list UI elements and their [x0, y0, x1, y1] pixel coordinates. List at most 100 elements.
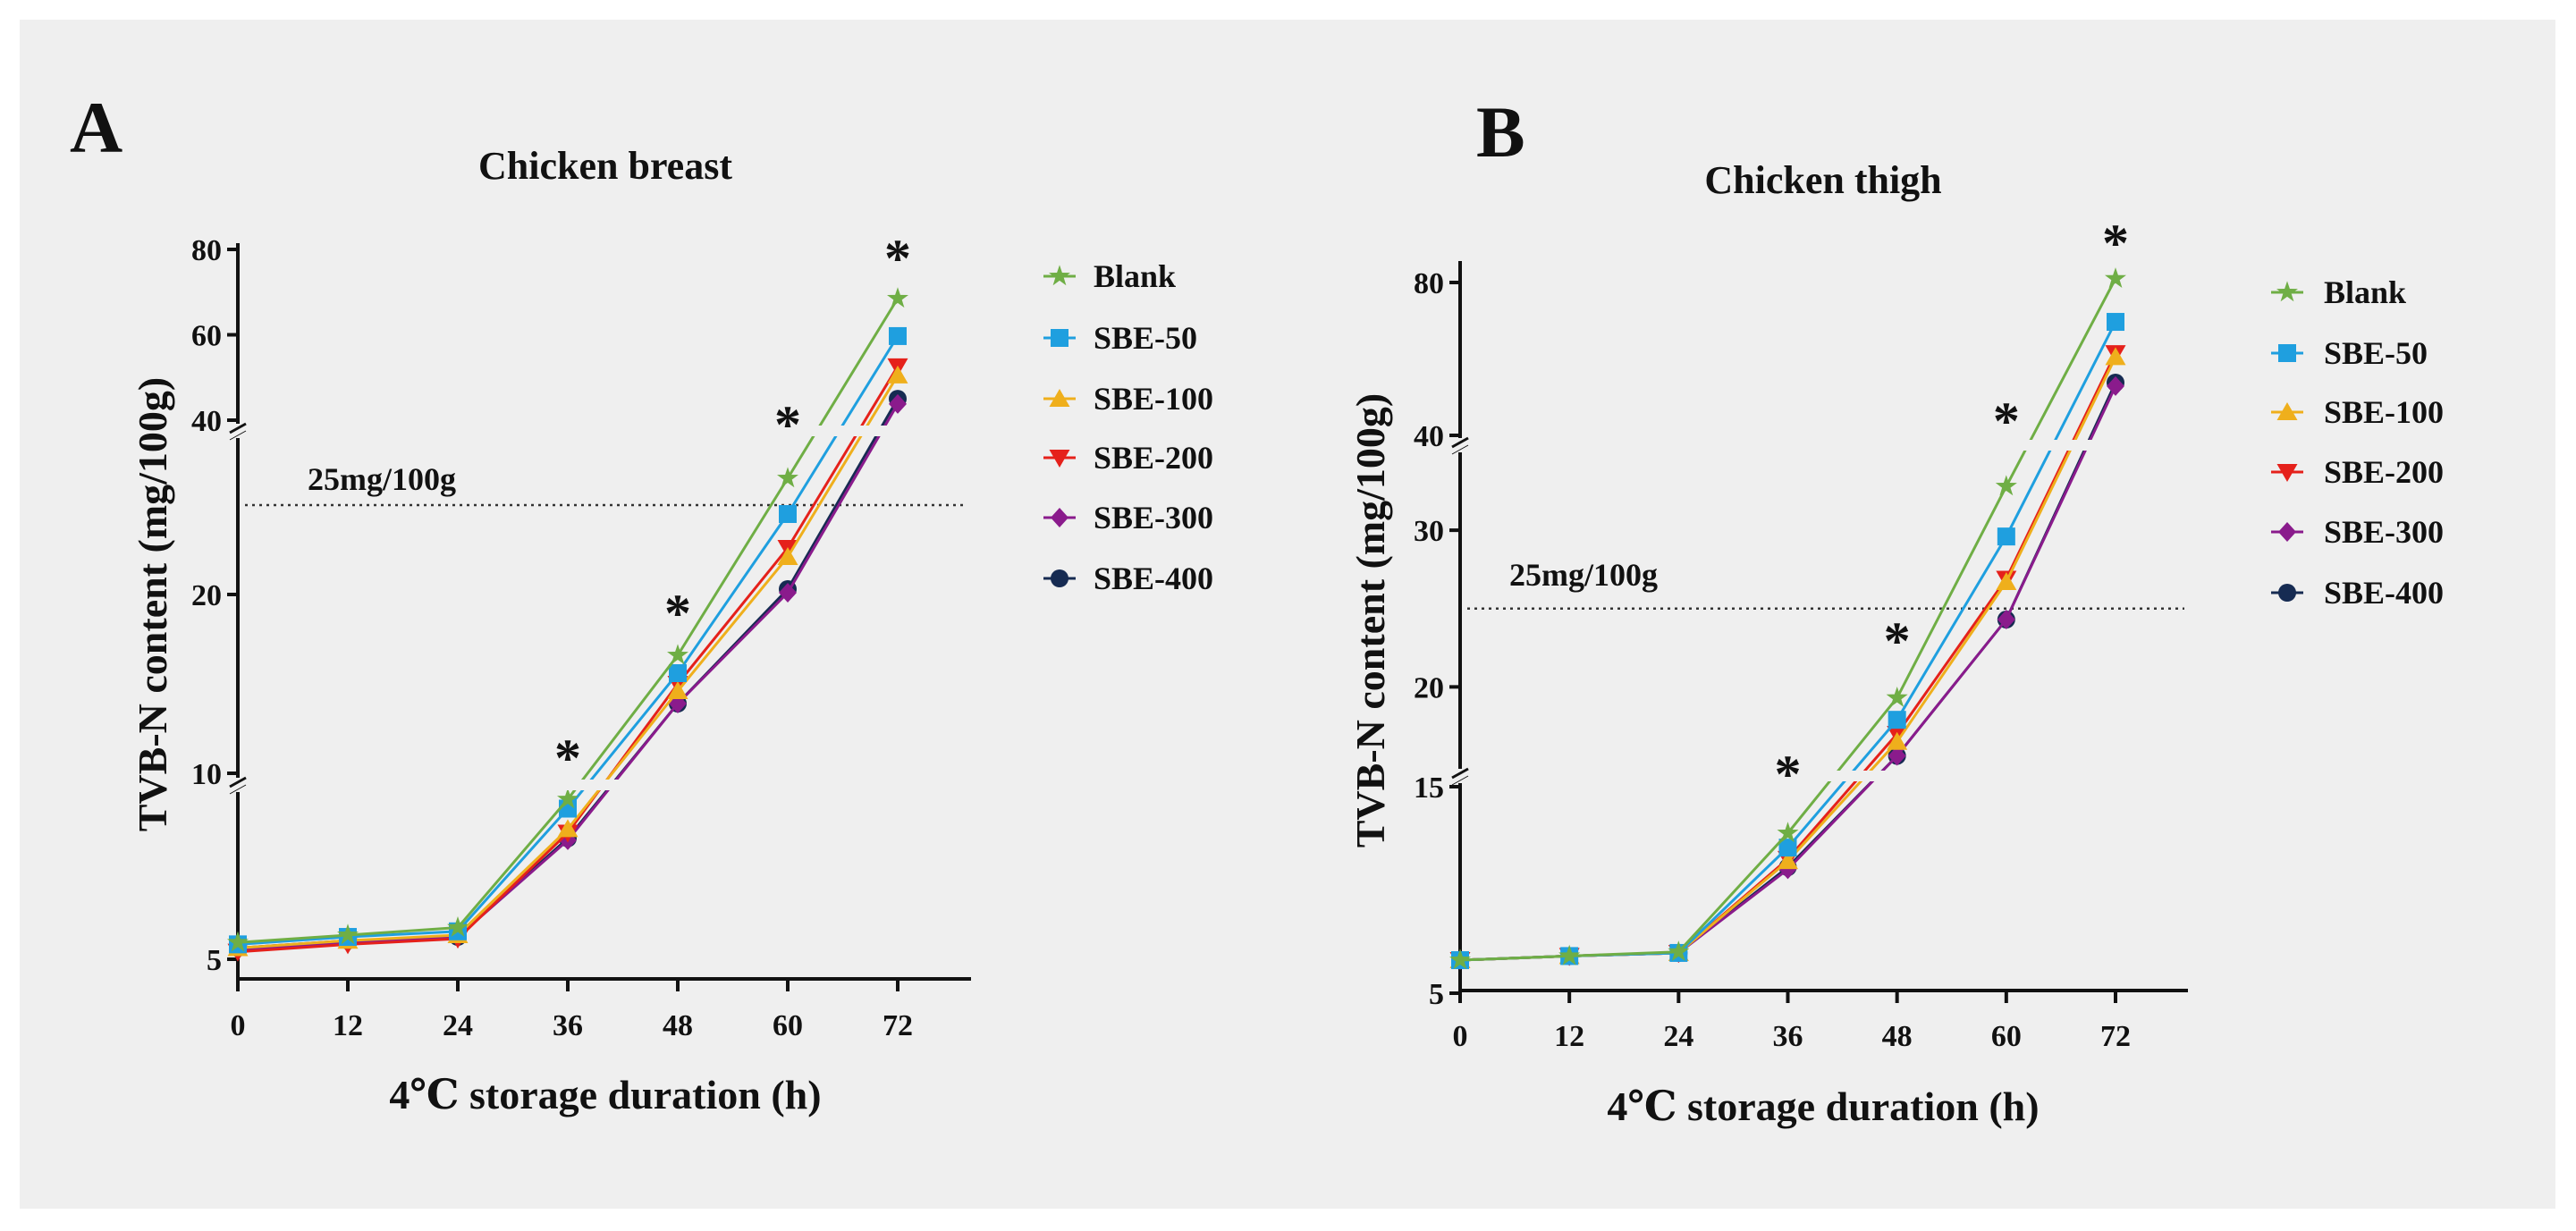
figure-background [20, 20, 2555, 1209]
x-tick-label: 60 [1991, 1020, 2022, 1053]
series-sbe-50 [229, 326, 907, 954]
data-point [1997, 610, 2015, 630]
axis-break-gap [229, 424, 247, 438]
significance-asterisk: * [664, 584, 691, 643]
x-tick-label: 48 [1882, 1020, 1913, 1053]
axis-break-mark [1451, 444, 1469, 455]
plot-break-gap [1657, 440, 2133, 451]
significance-asterisk: * [1884, 611, 1911, 670]
data-point [1888, 746, 1906, 766]
data-point [1449, 949, 1471, 970]
legend-label: SBE-100 [1094, 381, 1213, 417]
data-point [1668, 940, 1690, 961]
y-tick-label: 10 [191, 758, 222, 791]
y-tick-label: 15 [1414, 771, 1444, 805]
data-point [667, 644, 688, 665]
series-sbe-100 [227, 365, 908, 957]
data-point [887, 287, 908, 308]
chart-panel-a: A Chicken breast 4℃ storage duration (h) TV… [70, 87, 1213, 1117]
data-point [887, 365, 908, 384]
threshold-label: 25mg/100g [308, 461, 456, 497]
legend-item [2271, 464, 2303, 482]
threshold-label: 25mg/100g [1509, 557, 1658, 593]
legend-item [1043, 508, 1076, 527]
x-axis-label: 4℃ storage duration (h) [389, 1072, 821, 1117]
x-tick-label: 24 [1663, 1020, 1693, 1053]
data-point [2105, 347, 2126, 366]
data-point [779, 583, 797, 603]
axis-break-mark [229, 776, 247, 788]
y-tick-label: 80 [191, 234, 222, 267]
data-point [1777, 822, 1799, 843]
significance-asterisk: * [554, 729, 581, 788]
data-point [1886, 687, 1908, 707]
panel-label: A [70, 87, 122, 168]
y-tick-label: 5 [207, 944, 222, 977]
plot-break-gap [1657, 771, 2133, 781]
x-tick-label: 12 [333, 1009, 363, 1042]
legend-item [1043, 569, 1076, 587]
legend-marker-square-icon [2278, 344, 2296, 362]
legend-marker-triangle-down-icon [1049, 450, 1070, 468]
legend-item [2271, 281, 2303, 302]
chart-title: Chicken thigh [1704, 158, 1941, 202]
legend-marker-diamond-icon [2278, 522, 2296, 542]
x-tick-label: 48 [663, 1009, 693, 1042]
data-point [1778, 851, 1798, 870]
series-blank [227, 287, 908, 952]
data-point [2107, 375, 2124, 396]
legend-marker-circle-icon [1051, 569, 1068, 587]
legend-item [1043, 329, 1076, 347]
plot-break-gap [435, 780, 916, 790]
x-tick-label: 12 [1554, 1020, 1584, 1053]
data-point [777, 467, 798, 488]
axis-break-mark [229, 422, 247, 434]
data-point [889, 326, 907, 345]
axis-break-mark [229, 430, 247, 441]
axis-break-gap [1451, 769, 1469, 783]
legend-marker-triangle-icon [2276, 402, 2298, 420]
axis-break-mark [1451, 436, 1469, 449]
x-axis-label: 4℃ storage duration (h) [1607, 1083, 2039, 1129]
data-point [2107, 313, 2124, 332]
data-point [779, 505, 797, 523]
significance-asterisk: * [1993, 392, 2020, 451]
legend-item [2271, 522, 2303, 542]
legend-label: SBE-400 [1094, 561, 1213, 596]
data-point [1997, 527, 2015, 546]
data-point [669, 664, 687, 682]
x-tick-label: 72 [2100, 1020, 2131, 1053]
x-tick-label: 0 [1453, 1020, 1468, 1053]
data-point [667, 681, 688, 699]
chart-title: Chicken breast [478, 144, 732, 188]
significance-asterisk: * [1775, 745, 1802, 804]
data-point [1995, 475, 2017, 496]
legend-marker-star-icon [2276, 281, 2298, 302]
y-tick-label: 40 [191, 405, 222, 438]
panel-label: B [1476, 91, 1525, 173]
x-tick-label: 24 [443, 1009, 473, 1042]
significance-asterisk: * [2102, 214, 2129, 273]
legend-item [1043, 265, 1076, 286]
x-tick-label: 36 [1773, 1020, 1803, 1053]
y-axis-label: TVB-N content (mg/100g) [130, 377, 175, 832]
axis-break-mark [229, 784, 247, 795]
legend-label: SBE-200 [1094, 440, 1213, 476]
legend-label: Blank [1094, 258, 1176, 294]
legend-marker-triangle-down-icon [2276, 464, 2298, 482]
data-point [337, 923, 359, 945]
series-line [237, 366, 899, 954]
data-point [1778, 839, 1797, 857]
series-sbe-400 [1451, 374, 2124, 970]
legend-label: SBE-300 [2324, 514, 2444, 550]
series-sbe-300 [1451, 375, 2124, 971]
legend-item [1043, 450, 1076, 468]
data-point [557, 819, 579, 838]
y-tick-label: 20 [1414, 671, 1444, 704]
data-point [1996, 571, 2017, 590]
legend-label: SBE-50 [2324, 335, 2428, 371]
y-tick-label: 40 [1414, 420, 1444, 453]
legend-marker-triangle-icon [1049, 389, 1070, 407]
legend-label: SBE-300 [1094, 500, 1213, 535]
significance-asterisk: * [884, 229, 911, 288]
